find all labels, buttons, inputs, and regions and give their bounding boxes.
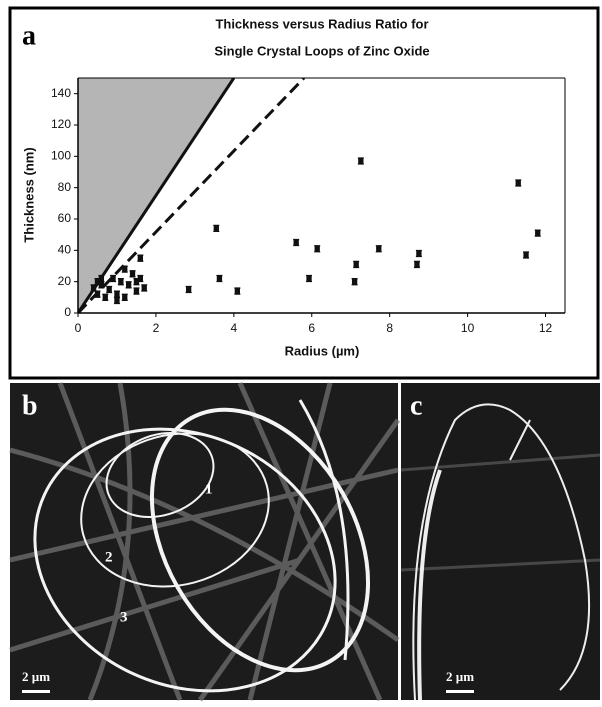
scale-bar-label: 2 µm [22, 669, 50, 684]
scale-bar [446, 690, 474, 693]
data-point [213, 224, 220, 233]
chart-title: Thickness versus Radius Ratio for [215, 16, 428, 31]
data-point [129, 270, 136, 278]
fibers [400, 453, 601, 572]
data-point [98, 281, 105, 289]
data-point [106, 285, 113, 294]
data-point [113, 290, 120, 298]
data-point [234, 287, 241, 295]
loops [412, 403, 591, 701]
panel-label: c [410, 390, 422, 421]
data-point [94, 290, 101, 298]
data-point [185, 285, 192, 294]
data-point [523, 251, 530, 259]
panel-label: b [22, 390, 38, 421]
loops [33, 399, 371, 693]
y-tick-label: 20 [58, 274, 72, 288]
data-point [133, 287, 140, 295]
plot-area: 0 20 40 60 80 100 120 140 0 2 4 6 8 10 12 [51, 77, 566, 335]
y-tick-label: 140 [51, 86, 71, 100]
chart-title: Single Crystal Loops of Zinc Oxide [214, 43, 429, 58]
data-point [102, 293, 109, 301]
data-point [90, 284, 97, 292]
panel-c: c 2 µm [400, 383, 601, 701]
y-tick-label: 60 [58, 211, 72, 225]
scale-bar [22, 690, 50, 693]
data-point [133, 278, 140, 286]
data-point [137, 254, 144, 262]
data-point [110, 274, 117, 283]
data-point [353, 260, 360, 269]
x-tick-label: 8 [386, 321, 393, 335]
micrograph [401, 383, 600, 700]
data-point [314, 245, 321, 253]
data-point [113, 296, 120, 305]
data-point [413, 260, 420, 269]
y-tick-label: 80 [58, 180, 72, 194]
y-tick-label: 40 [58, 243, 72, 257]
data-point [375, 245, 382, 253]
data-point [357, 157, 364, 165]
data-point [415, 249, 422, 258]
x-axis-title: Radius (µm) [285, 343, 360, 358]
y-tick-label: 100 [51, 149, 71, 163]
data-point [121, 265, 128, 273]
y-axis-title: Thickness (nm) [21, 147, 36, 242]
data-point [216, 274, 223, 283]
data-point [534, 229, 541, 237]
data-point [125, 281, 132, 289]
reference-line [78, 78, 236, 313]
panel-label: a [22, 20, 36, 51]
reference-line [78, 78, 306, 313]
x-tick-label: 10 [461, 321, 475, 335]
x-tick-label: 6 [308, 321, 315, 335]
x-tick-label: 0 [75, 321, 82, 335]
data-point [351, 278, 358, 286]
x-tick-label: 2 [153, 321, 160, 335]
x-tick-label: 12 [539, 321, 553, 335]
x-tick-label: 4 [230, 321, 237, 335]
data-point [121, 293, 128, 301]
y-tick-label: 0 [64, 305, 71, 319]
data-point [293, 238, 300, 247]
loop-label: 2 [105, 549, 113, 565]
loop-label: 1 [205, 481, 213, 497]
panel-b: b 1 2 3 2 µm [9, 381, 401, 702]
loop-label: 3 [120, 609, 128, 625]
data-point [306, 274, 313, 283]
reference-group [78, 78, 306, 313]
data-point [141, 284, 148, 292]
data-point [98, 274, 105, 283]
scale-bar-label: 2 µm [446, 669, 474, 684]
data-point [117, 278, 124, 286]
data-point [515, 179, 522, 187]
y-tick-label: 120 [51, 117, 71, 131]
